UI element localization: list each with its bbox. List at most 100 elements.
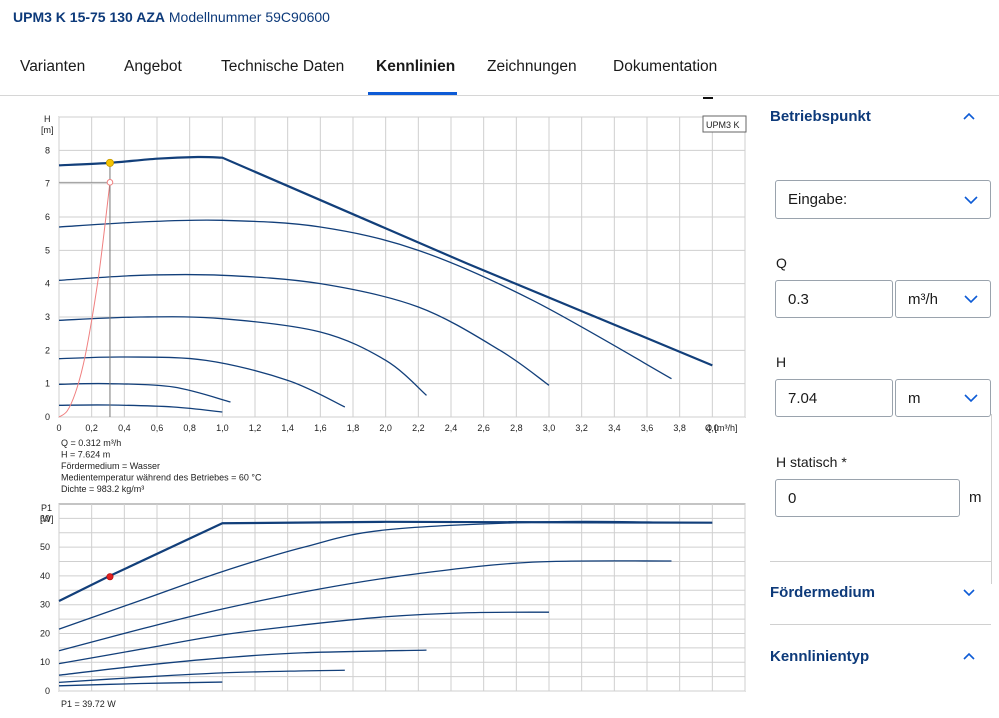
head-curve-c1 (58, 404, 223, 413)
power-curve-c1 (58, 681, 223, 687)
tab-bar: Varianten Angebot Technische Daten Kennl… (0, 44, 999, 96)
head-x-tick-label: 1,2 (249, 423, 262, 433)
head-curve-c5 (58, 273, 550, 386)
q-unit-select[interactable]: m³/h (895, 280, 991, 318)
h-unit-value: m (908, 389, 921, 407)
head-x-tick-label: 3,6 (641, 423, 654, 433)
head-y-tick-label: 4 (45, 279, 50, 289)
chevron-down-icon[interactable] (962, 588, 976, 598)
power-y-axis-title: P1 (41, 503, 52, 513)
pump-legend-box (702, 115, 747, 133)
head-x-tick-label: 0 (56, 423, 61, 433)
power-y-tick-label: 50 (40, 542, 50, 552)
head-x-tick-label: 3,8 (673, 423, 686, 433)
head-info-line: H = 7.624 m (61, 450, 110, 460)
tab-zeichnungen[interactable]: Zeichnungen (487, 58, 577, 75)
head-x-tick-label: 1,0 (216, 423, 229, 433)
kennlinientyp-heading[interactable]: Kennlinientyp (770, 648, 870, 665)
h-statisch-input[interactable]: 0 (775, 479, 960, 517)
operating-point-marker (105, 158, 114, 167)
model-number: Modellnummer 59C90600 (168, 9, 330, 25)
pump-legend-label: UPM3 K (706, 120, 740, 130)
tab-kennlinien[interactable]: Kennlinien (376, 58, 456, 75)
power-y-tick-label: 40 (40, 571, 50, 581)
head-info-line: Fördermedium = Wasser (61, 461, 160, 471)
head-x-tick-label: 2,4 (445, 423, 458, 433)
h-label: H (776, 354, 787, 370)
q-input[interactable]: 0.3 (775, 280, 893, 318)
head-info-line: Dichte = 983.2 kg/m³ (61, 484, 144, 494)
head-y-tick-label: 1 (45, 379, 50, 389)
power-y-tick-label: 60 (40, 513, 50, 523)
head-y-tick-label: 5 (45, 245, 50, 255)
betriebspunkt-heading[interactable]: Betriebspunkt (770, 108, 871, 125)
power-y-tick-label: 30 (40, 600, 50, 610)
tab-dokumentation[interactable]: Dokumentation (613, 58, 718, 75)
chart-area: 0 0,2 0,4 0,6 0,8 1,0 1,2 1,4 1,6 1,8 2,0 2,2 2,4 2,6… (0, 100, 760, 713)
q-label: Q (776, 255, 787, 271)
head-x-tick-label: 0,4 (118, 423, 131, 433)
power-info-line: P1 = 39.72 W (61, 699, 116, 709)
head-curve-c6 (58, 219, 672, 380)
input-type-select[interactable]: Eingabe: (775, 180, 991, 219)
head-x-axis-title: Q [m³/h] (705, 423, 738, 433)
foerdermedium-heading[interactable]: Fördermedium (770, 584, 876, 601)
head-curve-c3 (58, 356, 346, 408)
performance-charts: 0 0,2 0,4 0,6 0,8 1,0 1,2 1,4 1,6 1,8 2,0 2,2 2,4 2,6… (40, 114, 747, 709)
model-title: UPM3 K 15-75 130 AZA Modellnummer 59C906… (13, 9, 330, 25)
q-input-value: 0.3 (788, 290, 809, 308)
h-input-value: 7.04 (788, 389, 818, 407)
h-statisch-label: H statisch * (776, 454, 847, 470)
section-divider (770, 561, 991, 562)
head-x-tick-label: 1,4 (281, 423, 294, 433)
settings-panel: Betriebspunkt Eingabe: Q 0.3 m³/h H 7.04… (762, 96, 999, 713)
h-input[interactable]: 7.04 (775, 379, 893, 417)
tab-varianten[interactable]: Varianten (20, 58, 86, 75)
head-x-tick-label: 1,8 (347, 423, 360, 433)
power-curve-c5 (58, 560, 672, 652)
power-y-axis-unit: [W] (40, 514, 54, 524)
head-y-tick-label: 3 (45, 312, 50, 322)
head-x-tick-label: 2,6 (477, 423, 490, 433)
head-x-tick-label: 4,0 (706, 423, 719, 433)
head-x-tick-label: 2,8 (510, 423, 523, 433)
head-x-tick-label: 0,8 (183, 423, 196, 433)
q-unit-value: m³/h (908, 290, 938, 308)
h-unit-select[interactable]: m (895, 379, 991, 417)
head-x-tick-label: 0,2 (85, 423, 98, 433)
tab-technische-daten[interactable]: Technische Daten (221, 58, 345, 75)
head-info-line: Q = 0.312 m³/h (61, 438, 121, 448)
power-plot-frame (58, 503, 746, 692)
h-statisch-value: 0 (788, 489, 797, 507)
head-x-tick-label: 1,6 (314, 423, 327, 433)
head-y-tick-label: 0 (45, 412, 50, 422)
head-curve-c2 (58, 382, 231, 403)
active-tab-indicator (368, 92, 457, 95)
h-statisch-unit: m (969, 489, 982, 506)
chevron-up-icon[interactable] (962, 651, 976, 661)
head-y-tick-label: 6 (45, 212, 50, 222)
power-operating-point-marker (106, 573, 114, 581)
divider-mark (703, 97, 713, 99)
power-curve-c6 (58, 520, 672, 630)
power-curve-c3 (58, 649, 427, 676)
power-curve-c4 (58, 611, 550, 665)
power-y-tick-label: 0 (45, 686, 50, 696)
power-curve-max (58, 520, 713, 602)
head-y-axis-unit: [m] (41, 125, 54, 135)
duty-point-marker (106, 179, 114, 186)
head-x-tick-label: 2,2 (412, 423, 425, 433)
tab-angebot[interactable]: Angebot (124, 58, 182, 75)
head-x-tick-label: 2,0 (379, 423, 392, 433)
head-y-tick-label: 2 (45, 345, 50, 355)
header: UPM3 K 15-75 130 AZA Modellnummer 59C906… (0, 0, 999, 36)
head-x-tick-label: 3,0 (543, 423, 556, 433)
head-x-tick-label: 0,6 (151, 423, 164, 433)
chevron-down-icon (964, 195, 978, 204)
head-y-axis-title: H (44, 114, 51, 124)
head-y-tick-label: 8 (45, 145, 50, 155)
chevron-down-icon (964, 295, 978, 304)
chevron-up-icon[interactable] (962, 111, 976, 121)
model-name: UPM3 K 15-75 130 AZA (13, 9, 165, 25)
head-curve-c4 (58, 316, 427, 396)
